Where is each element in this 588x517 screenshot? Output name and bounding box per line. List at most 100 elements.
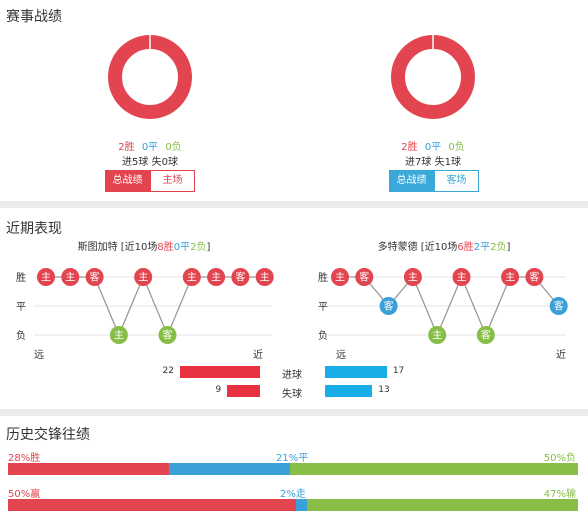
home-form-game-venue: 主 bbox=[114, 330, 124, 342]
away-form-game-point bbox=[403, 268, 422, 286]
history-row2-win-bar bbox=[8, 499, 296, 511]
away-form-game-venue: 客 bbox=[481, 329, 491, 342]
away-form-game-venue: 主 bbox=[505, 272, 515, 284]
home-venue-button[interactable]: 主场 bbox=[150, 170, 195, 192]
away-form-game-point bbox=[476, 326, 495, 344]
away-form-game-point bbox=[331, 268, 349, 286]
home-form-game-point bbox=[134, 268, 153, 286]
home-x-label-far: 远 bbox=[34, 350, 44, 361]
home-form-summary: 斯图加特 [近10场8胜0平2负] bbox=[77, 242, 211, 253]
history-row2-win: 50%赢 bbox=[8, 489, 41, 500]
goals-label: 进球 bbox=[282, 370, 302, 381]
home-form-game-point bbox=[61, 268, 80, 286]
history-row2-loss-bar bbox=[307, 499, 578, 511]
home-goals-value: 22 bbox=[162, 366, 174, 376]
home-form-game-point bbox=[207, 268, 226, 286]
away-form-game-point bbox=[549, 297, 568, 315]
away-form-game-point bbox=[452, 268, 471, 286]
home-form-game-point bbox=[109, 326, 128, 344]
away-goals-value: 17 bbox=[392, 366, 405, 376]
home-form-chart: 主主客主主客主主客主 bbox=[34, 268, 274, 344]
away-y-label-loss: 负 bbox=[318, 331, 328, 342]
away-form-summary: 多特蒙德 [近10场6胜2平2负] bbox=[377, 242, 511, 253]
history-row2-loss: 47%输 bbox=[543, 489, 576, 500]
history-row1-draw-bar bbox=[169, 463, 291, 475]
history-row1-loss: 50%负 bbox=[543, 453, 576, 464]
home-record-loss: 0负 bbox=[165, 142, 182, 153]
home-goals-bar bbox=[180, 366, 260, 378]
away-form-chart: 主客客主主主客主 客客 bbox=[328, 268, 568, 344]
history-row1-loss-bar bbox=[290, 463, 578, 475]
home-conceded-value: 9 bbox=[215, 385, 222, 395]
home-form-game-venue: 客 bbox=[90, 271, 100, 284]
away-goals-bar bbox=[325, 366, 387, 378]
history-row1-win-bar bbox=[8, 463, 170, 475]
away-form-game-venue: 主 bbox=[457, 272, 467, 284]
home-y-label-win: 胜 bbox=[16, 273, 26, 284]
away-record-wdl: 2胜 0平 0负 bbox=[373, 138, 493, 153]
away-record-draw: 0平 bbox=[424, 142, 442, 153]
home-form-game-venue: 主 bbox=[260, 272, 270, 284]
home-record-draw: 0平 bbox=[141, 142, 159, 153]
away-form-game-venue: 主 bbox=[408, 272, 418, 284]
away-team-name: 多特蒙德 bbox=[377, 242, 418, 253]
history-row1-win: 28%胜 bbox=[8, 453, 41, 464]
away-total-record-button[interactable]: 总战绩 bbox=[389, 170, 434, 192]
away-y-label-win: 胜 bbox=[318, 273, 328, 284]
home-form-game-venue: 主 bbox=[211, 272, 221, 284]
home-form-game-venue: 主 bbox=[187, 272, 197, 284]
home-y-label-loss: 负 bbox=[16, 331, 26, 342]
away-form-game-point bbox=[379, 297, 398, 315]
away-conceded-value: 13 bbox=[378, 385, 390, 395]
history-row2-draw: 2%走 bbox=[280, 489, 306, 500]
home-form-game-point bbox=[158, 326, 177, 344]
home-form-game-point bbox=[85, 268, 104, 286]
away-form-game-venue: 主 bbox=[432, 330, 442, 342]
away-form-trend-line bbox=[340, 275, 560, 337]
away-record-loss: 0负 bbox=[448, 142, 465, 153]
home-form-trend-line bbox=[46, 275, 265, 337]
form-title: 近期表现 bbox=[6, 221, 62, 237]
away-x-label-near: 近 bbox=[556, 350, 566, 361]
conceded-label: 失球 bbox=[282, 389, 302, 400]
away-record-win: 2胜 bbox=[401, 142, 418, 153]
away-x-label-far: 远 bbox=[336, 350, 346, 361]
home-form-game-point bbox=[182, 268, 201, 286]
home-form-game-point bbox=[37, 268, 55, 286]
home-form-game-point bbox=[255, 268, 274, 286]
home-record-win: 2胜 bbox=[118, 142, 135, 153]
away-form-game-point bbox=[428, 326, 447, 344]
away-form-game-venue: 客 bbox=[529, 271, 539, 284]
history-row1-draw: 21%平 bbox=[276, 453, 309, 464]
away-conceded-bar bbox=[325, 385, 373, 397]
home-record-goals: 进5球 失0球 bbox=[122, 157, 178, 168]
away-form-game-venue: 客 bbox=[384, 300, 394, 313]
home-form-game-venue: 主 bbox=[138, 272, 148, 284]
record-title: 赛事战绩 bbox=[6, 9, 62, 25]
history-row2-draw-bar bbox=[295, 499, 308, 511]
home-team-name: 斯图加特 bbox=[77, 242, 118, 253]
away-y-label-draw: 平 bbox=[318, 302, 328, 313]
away-form-game-venue: 主 bbox=[335, 272, 345, 284]
home-record-donut bbox=[108, 35, 192, 119]
home-form-game-venue: 主 bbox=[65, 272, 75, 284]
form-panel: 近期表现 斯图加特 [近10场8胜0平2负] 多特蒙德 [近10场6胜2平2负]… bbox=[0, 208, 588, 409]
home-form-game-venue: 客 bbox=[235, 271, 245, 284]
home-conceded-bar bbox=[227, 385, 260, 397]
home-record-wdl: 2胜 0平 0负 bbox=[90, 138, 210, 153]
home-form-game-point bbox=[231, 268, 250, 286]
home-total-record-button[interactable]: 总战绩 bbox=[105, 170, 150, 192]
away-form-game-point bbox=[355, 268, 374, 286]
away-form-game-point bbox=[525, 268, 544, 286]
history-panel: 历史交锋往绩 28%胜 21%平 50%负 50%赢 2%走 47%输 bbox=[0, 416, 588, 517]
away-venue-button[interactable]: 客场 bbox=[434, 170, 479, 192]
home-form-game-venue: 客 bbox=[163, 329, 173, 342]
history-title: 历史交锋往绩 bbox=[6, 427, 90, 443]
away-record-goals: 进7球 失1球 bbox=[405, 157, 461, 168]
away-form-game-point bbox=[501, 268, 520, 286]
record-panel: 赛事战绩 2胜 0平 0负 进5球 失0球 总战绩 主场 2胜 0平 0负 进7… bbox=[0, 0, 588, 201]
away-form-game-venue: 客 bbox=[359, 271, 369, 284]
home-x-label-near: 近 bbox=[253, 350, 263, 361]
away-record-donut bbox=[391, 35, 475, 119]
home-form-game-venue: 主 bbox=[41, 272, 51, 284]
